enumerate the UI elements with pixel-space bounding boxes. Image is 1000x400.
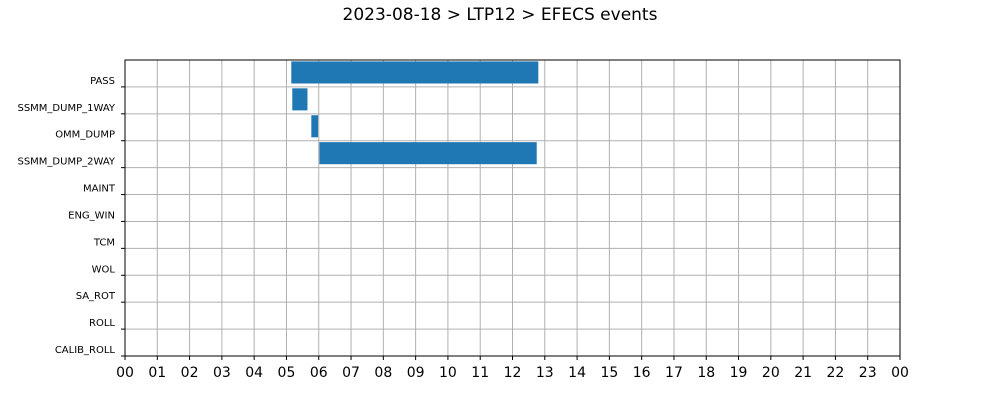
x-tick-label: 09 bbox=[407, 365, 425, 381]
event-bar bbox=[292, 88, 308, 111]
x-tick-label: 12 bbox=[504, 365, 522, 381]
x-tick-label: 00 bbox=[891, 365, 909, 381]
x-tick-label: 02 bbox=[181, 365, 199, 381]
y-tick-label: CALIB_ROLL bbox=[55, 345, 116, 356]
x-tick-label: 10 bbox=[439, 365, 457, 381]
y-tick-label: OMM_DUMP bbox=[55, 130, 115, 141]
x-tick-label: 18 bbox=[697, 365, 715, 381]
y-tick-label: SSMM_DUMP_2WAY bbox=[17, 157, 115, 168]
grid-lines bbox=[124, 60, 901, 356]
x-tick-label: 14 bbox=[568, 365, 586, 381]
x-tick-label: 15 bbox=[600, 365, 618, 381]
y-tick-label: PASS bbox=[90, 76, 115, 87]
x-tick-label: 19 bbox=[730, 365, 748, 381]
x-tick-label: 01 bbox=[148, 365, 166, 381]
x-tick-label: 04 bbox=[245, 365, 263, 381]
event-bar bbox=[319, 142, 537, 165]
y-tick-label: SSMM_DUMP_1WAY bbox=[17, 103, 115, 114]
x-tick-label: 22 bbox=[827, 365, 845, 381]
y-tick-label: MAINT bbox=[83, 184, 116, 195]
x-tick-label: 23 bbox=[859, 365, 877, 381]
y-tick-label: WOL bbox=[92, 264, 116, 275]
x-tick-label: 05 bbox=[278, 365, 296, 381]
y-axis: PASS SSMM_DUMP_1WAY OMM_DUMP SSMM_DUMP_2WAY… bbox=[17, 76, 125, 357]
x-tick-label: 13 bbox=[536, 365, 554, 381]
x-tick-label: 20 bbox=[762, 365, 780, 381]
y-tick-label: ENG_WIN bbox=[68, 210, 115, 221]
x-tick-label: 08 bbox=[374, 365, 392, 381]
event-bar bbox=[291, 61, 539, 84]
y-tick-label: TCM bbox=[93, 237, 115, 248]
x-tick-label: 16 bbox=[633, 365, 651, 381]
x-tick-label: 00 bbox=[116, 365, 134, 381]
event-bars bbox=[291, 61, 539, 165]
x-tick-label: 03 bbox=[213, 365, 231, 381]
x-tick-label: 07 bbox=[342, 365, 360, 381]
y-tick-label: SA_ROT bbox=[76, 291, 116, 302]
x-axis: 00 01 02 03 04 05 06 07 08 09 10 11 12 13 14 15 16 17 18 19… bbox=[116, 356, 909, 381]
x-tick-label: 21 bbox=[794, 365, 812, 381]
x-tick-label: 17 bbox=[665, 365, 683, 381]
y-tick-label: ROLL bbox=[89, 318, 115, 329]
event-bar bbox=[311, 115, 319, 138]
chart-title: 2023-08-18 > LTP12 > EFECS events bbox=[342, 5, 658, 25]
x-tick-label: 06 bbox=[310, 365, 328, 381]
x-tick-label: 11 bbox=[471, 365, 489, 381]
